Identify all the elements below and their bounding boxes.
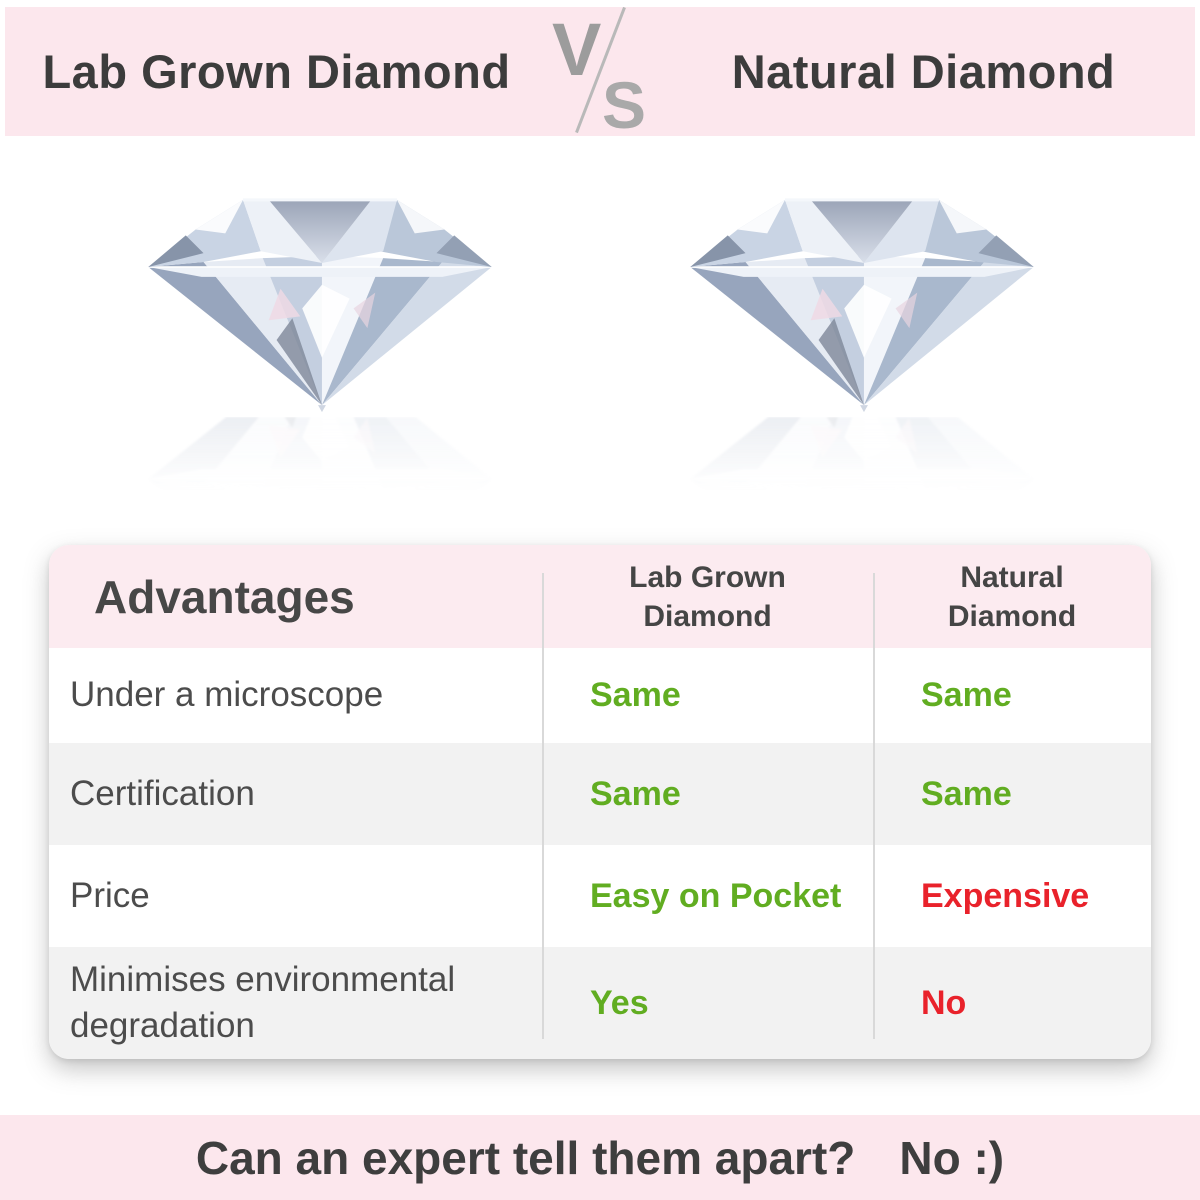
- table-row: Under a microscope Same Same: [49, 648, 1151, 743]
- row-label: Minimises environmental degradation: [70, 959, 456, 1045]
- left-title: Lab Grown Diamond: [42, 45, 511, 98]
- natural-value: Same: [921, 774, 1012, 813]
- row-label: Certification: [70, 773, 255, 813]
- footer-answer: No :): [899, 1131, 1005, 1184]
- diamond-illustration: [146, 198, 494, 414]
- table-title: Advantages: [94, 570, 355, 623]
- row-label: Under a microscope: [70, 675, 384, 715]
- column-divider: [542, 573, 544, 1039]
- footer-question: Can an expert tell them apart?: [195, 1131, 856, 1184]
- right-title: Natural Diamond: [731, 45, 1116, 98]
- column-header-natural: Natural Diamond: [947, 560, 1077, 633]
- lab-grown-value: Yes: [590, 983, 649, 1022]
- header-bar: Lab Grown Diamond V S Natural Diamond: [5, 6, 1195, 142]
- lab-grown-value: Same: [590, 676, 681, 714]
- table-header-row: Advantages Lab Grown Diamond Natural Dia…: [49, 545, 1151, 648]
- column-header-lab-grown: Lab Grown Diamond: [629, 560, 786, 633]
- footer-bar: Can an expert tell them apart? No :): [0, 1115, 1200, 1200]
- lab-grown-diamond-image: [142, 190, 498, 499]
- table-row: Certification Same Same: [49, 743, 1151, 845]
- lab-grown-value: Same: [590, 774, 681, 813]
- table-row: Minimises environmental degradation Yes …: [49, 947, 1151, 1059]
- natural-value: Same: [921, 676, 1012, 714]
- vs-letter-v: V: [552, 7, 602, 91]
- natural-value: No: [921, 983, 967, 1022]
- diamond-reflection: [142, 417, 498, 499]
- vs-mark: V S: [548, 6, 652, 142]
- comparison-table-card: Advantages Lab Grown Diamond Natural Dia…: [49, 545, 1151, 1059]
- column-divider: [873, 573, 875, 1039]
- table-row: Price Easy on Pocket Expensive: [49, 845, 1151, 947]
- row-label: Price: [70, 875, 150, 915]
- lab-grown-value: Easy on Pocket: [590, 876, 842, 915]
- vs-letter-s: S: [601, 67, 646, 142]
- diamond-reflection: [684, 417, 1040, 499]
- natural-diamond-image: [684, 190, 1040, 499]
- natural-value: Expensive: [921, 876, 1090, 915]
- diamond-illustration: [688, 198, 1036, 414]
